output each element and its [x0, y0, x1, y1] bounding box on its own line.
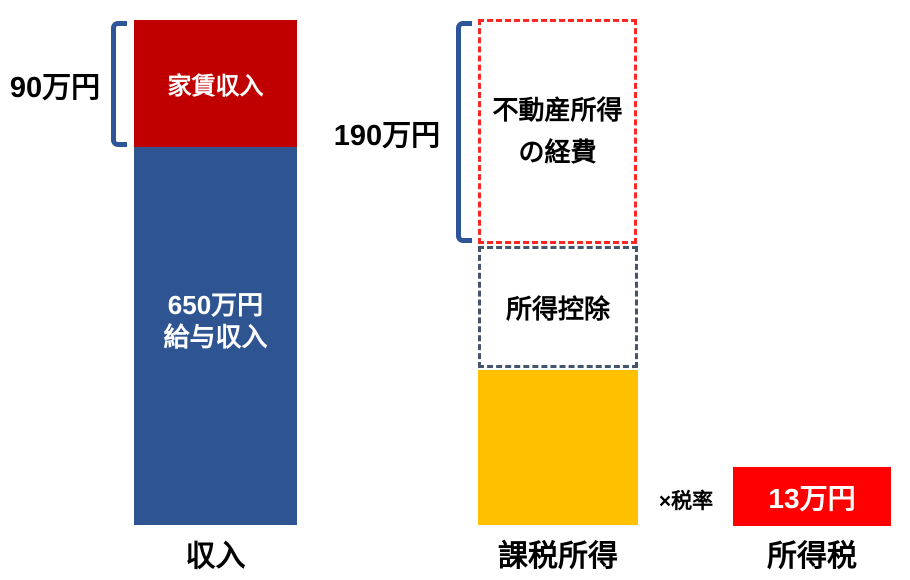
income-tax-amount-label: 13万円 [768, 482, 856, 514]
salary-income-box: 650万円 給与収入 [134, 147, 297, 525]
income-tax-axis-label: 所得税 [767, 540, 857, 573]
salary-amount-label: 650万円 [167, 289, 264, 320]
taxable-income-axis-label: 課税所得 [498, 540, 618, 573]
income-deduction-box: 所得控除 [478, 246, 638, 368]
rent-amount-label: 90万円 [9, 72, 101, 104]
salary-income-box-label: 給与収入 [163, 322, 268, 352]
real-estate-expense-label-line2: の経費 [518, 136, 597, 167]
expense-amount-label: 190万円 [333, 120, 441, 152]
rent-income-box-label: 家賃収入 [167, 73, 264, 100]
real-estate-expense-box: 不動産所得 の経費 [478, 19, 637, 244]
income-axis-label: 収入 [185, 540, 246, 573]
real-estate-expense-label-line1: 不動産所得 [492, 94, 623, 125]
rent-income-box: 家賃収入 [134, 20, 297, 147]
income-tax-amount-box: 13万円 [733, 467, 891, 526]
tax-rate-multiplier-label: ×税率 [658, 490, 714, 513]
rent-bracket-icon [111, 21, 127, 147]
taxable-income-box [478, 370, 638, 525]
expense-bracket-icon [456, 21, 472, 243]
income-deduction-box-label: 所得控除 [505, 293, 610, 324]
